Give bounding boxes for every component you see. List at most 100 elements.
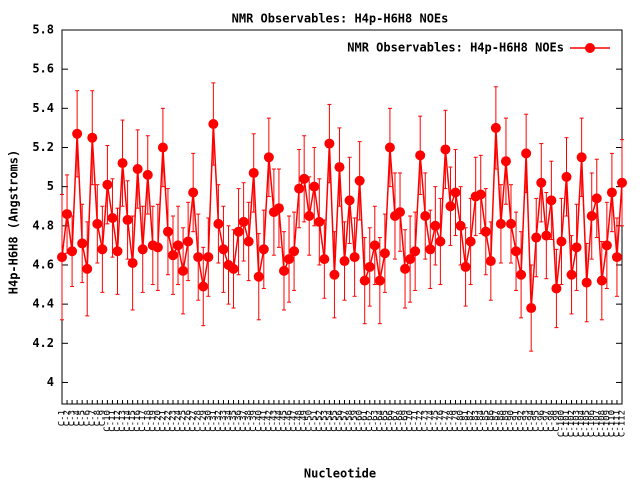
point [420,211,431,222]
x-tick-label: C-17 [138,410,148,432]
point [591,193,602,204]
x-tick-label: C-74 [426,410,436,432]
point [258,244,269,255]
point [596,275,607,286]
x-tick-label: C-27 [189,410,199,432]
x-tick-label: C-102 [567,410,577,437]
x-tick-label: C-28 [194,410,204,432]
x-tick-label: C-25 [179,410,189,432]
point [611,252,622,263]
x-tick-label: C-62 [365,410,375,432]
x-tick-label: C-81 [461,410,471,432]
x-tick-label: C-37 [239,410,249,432]
x-tick-label: C-109 [602,410,612,437]
x-tick-label: C-78 [446,410,456,432]
x-axis-label: Nucleotide [304,467,376,480]
point [122,214,133,225]
point [294,183,305,194]
x-tick-label: C-21 [158,410,168,432]
point [617,177,627,188]
series-line [61,123,623,309]
x-tick-label: C-29 [199,410,209,432]
x-tick-label: C-52 [315,410,325,432]
x-tick-label: C-44 [274,410,284,432]
x-tick-label: C-5 [78,410,88,426]
point [92,218,103,229]
x-tick-label: C-106 [587,410,597,437]
x-tick-label: C-92 [517,410,527,432]
point [72,128,83,139]
x-tick-label: C-3 [68,410,78,426]
point [253,271,264,282]
x-tick-label: C-97 [542,410,552,432]
point [425,244,436,255]
y-tick-label: 4.4 [32,297,54,311]
point [460,261,471,272]
x-tick-label: C-14 [123,410,133,432]
x-tick-label: C-72 [416,410,426,432]
x-tick-label: C-88 [496,410,506,432]
point [430,220,441,231]
point [374,275,385,286]
point [395,207,406,218]
point [228,263,239,274]
point [67,246,78,257]
y-tick-label: 4 [47,375,54,389]
x-tick-label: C-30 [204,410,214,432]
point [521,148,532,159]
point [546,195,557,206]
point [440,144,451,155]
legend-marker [585,43,595,53]
x-tick-label: C-39 [249,410,259,432]
x-tick-label: C-18 [143,410,153,432]
x-tick-label: C-7 [88,410,98,426]
point [566,269,577,280]
x-tick-label: C-77 [441,410,451,432]
point [606,187,617,198]
point [586,211,597,222]
x-tick-label: C-85 [481,410,491,432]
x-tick-label: C-22 [163,410,173,432]
x-tick-label: C-54 [325,410,335,432]
x-tick-label: C-108 [597,410,607,437]
point [601,240,612,251]
point [581,277,592,288]
x-tick-label: C-20 [153,410,163,432]
x-tick-label: C-93 [522,410,532,432]
chart-title: NMR Observables: H4p-H6H8 NOEs [232,12,449,26]
point [173,240,184,251]
point [490,122,501,133]
x-tick-label: C-26 [184,410,194,432]
x-tick-label: C-112 [618,410,628,437]
x-tick-label: C-64 [375,410,385,432]
point [500,156,511,167]
point [162,226,173,237]
x-tick-label: C-75 [431,410,441,432]
point [233,226,244,237]
point [289,246,300,257]
point [405,254,416,265]
x-tick-label: C-4 [73,410,83,426]
x-tick-label: C-43 [269,410,279,432]
point [127,258,138,269]
point [379,248,390,259]
x-tick-label: C-66 [385,410,395,432]
x-tick-label: C-53 [320,410,330,432]
point [319,254,330,265]
point [511,246,522,257]
x-tick-label: C-67 [390,410,400,432]
x-tick-label: C-34 [224,410,234,432]
y-tick-label: 5.8 [32,23,54,37]
point [62,209,73,220]
x-tick-label: C-91 [512,410,522,432]
x-tick-label: C-90 [507,410,517,432]
x-tick-label: C-98 [547,410,557,432]
point [410,246,421,257]
point [455,220,466,231]
point [238,216,249,227]
x-tick-label: C-79 [451,410,461,432]
point [364,261,375,272]
point [465,236,476,247]
point [299,173,310,184]
